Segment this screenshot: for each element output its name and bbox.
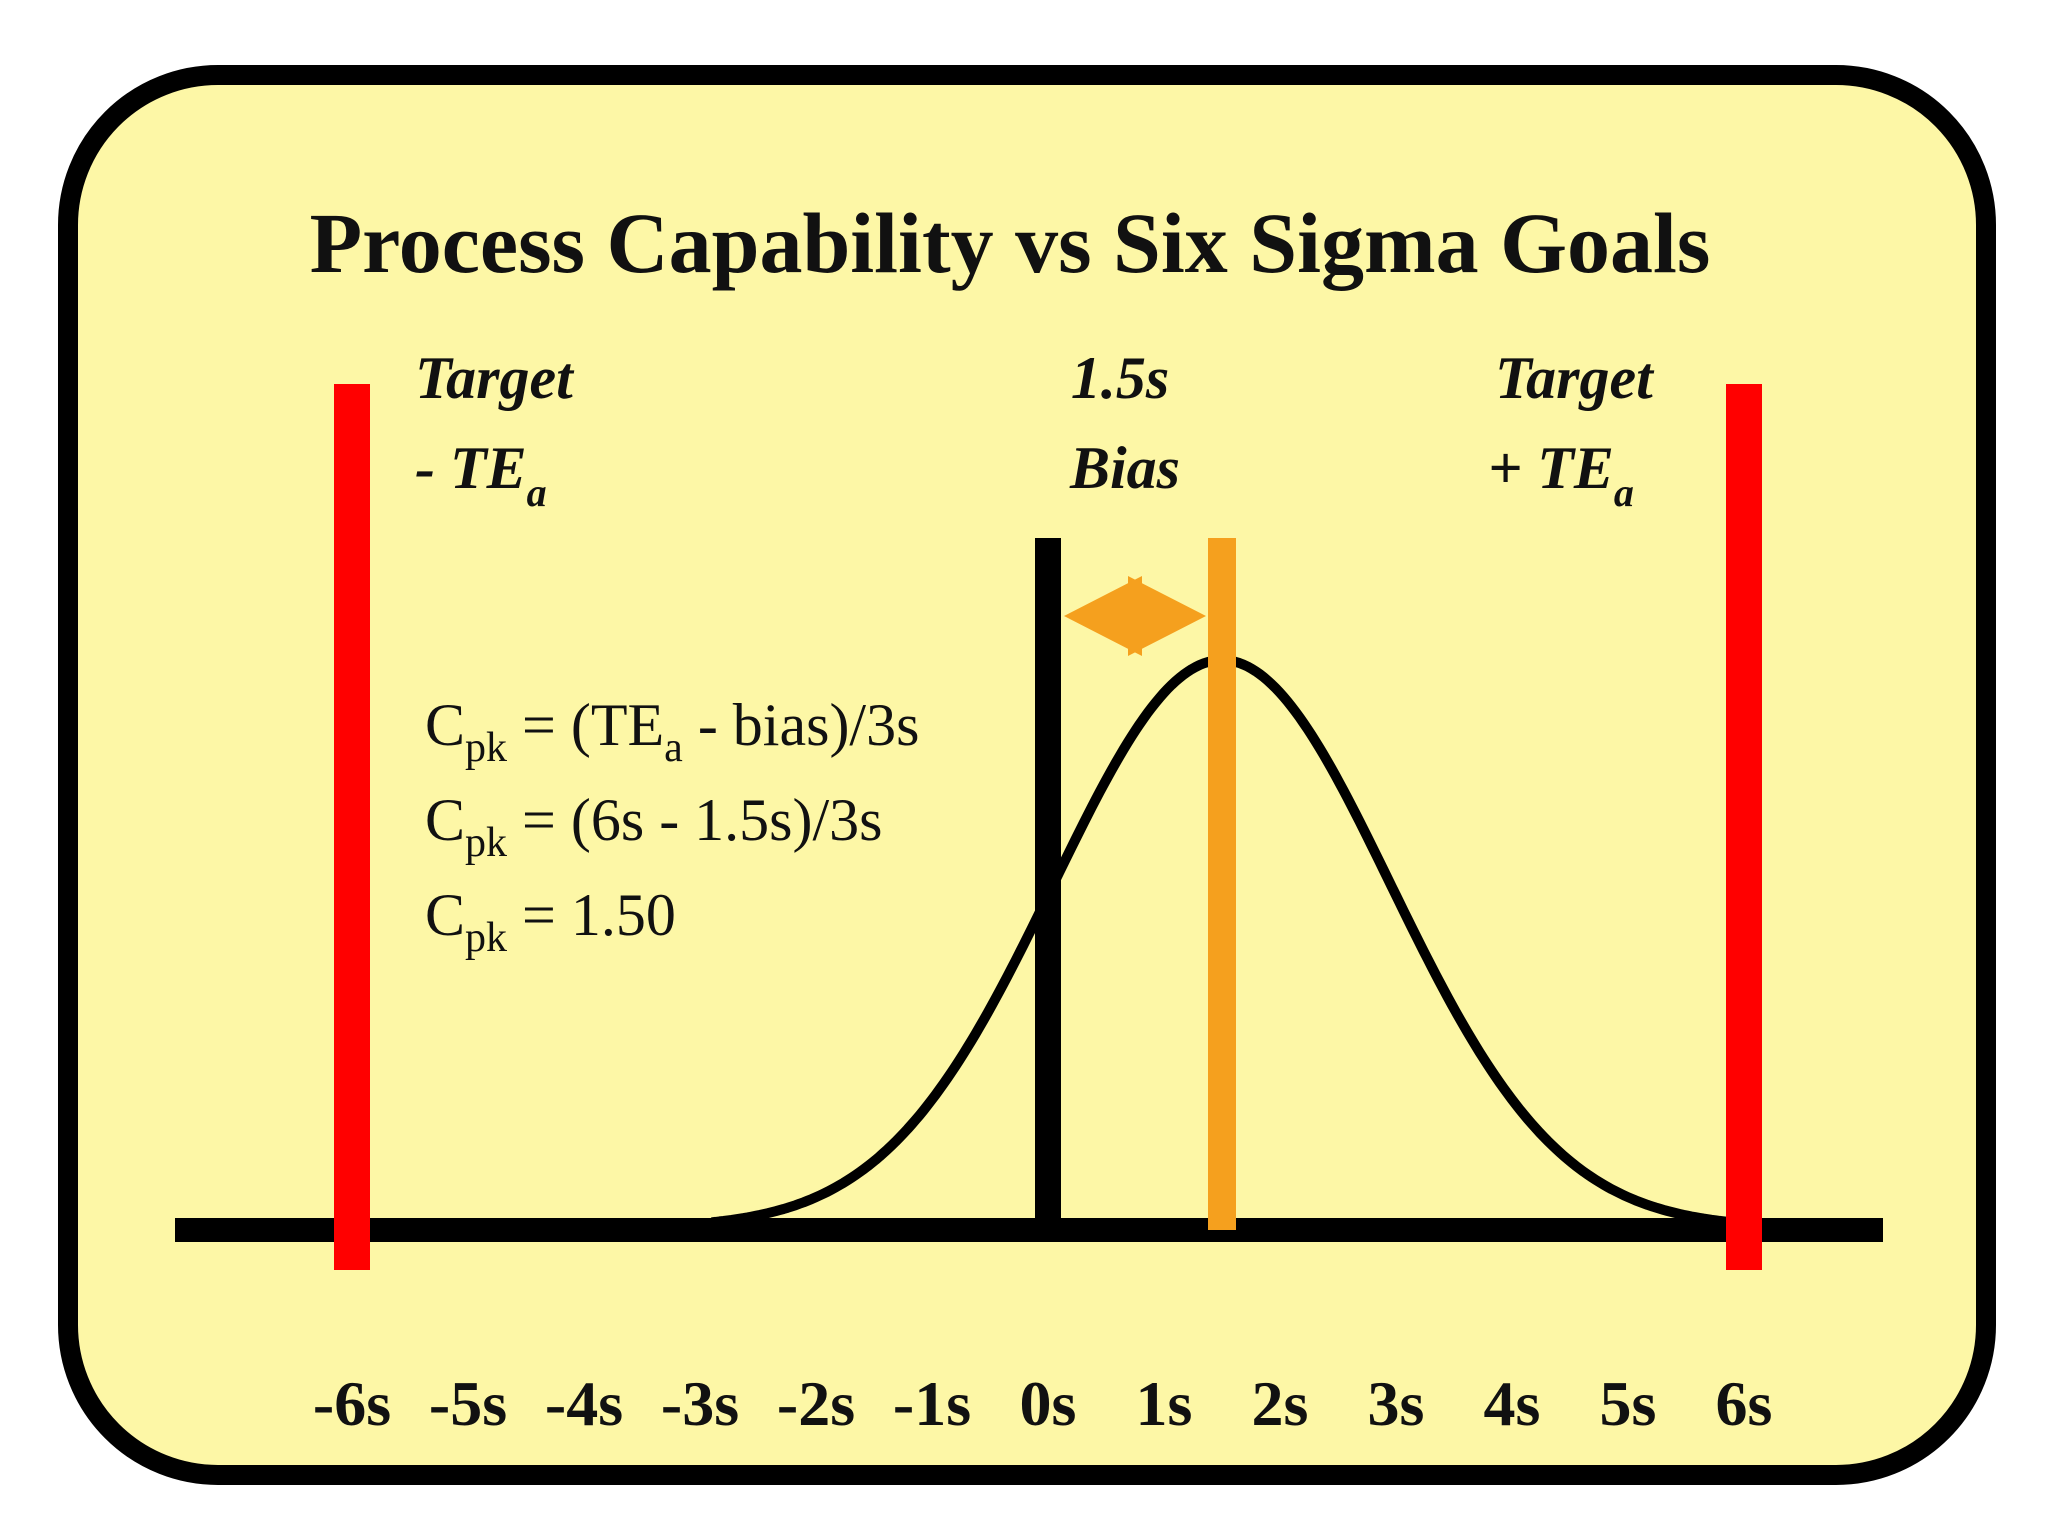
diagram-title: Process Capability vs Six Sigma Goals <box>310 195 1711 291</box>
axis-tick-label: 1s <box>1136 1368 1193 1439</box>
upper-limit-line <box>1726 384 1762 1270</box>
axis-tick-label: -2s <box>777 1368 855 1439</box>
target-line <box>1035 538 1061 1230</box>
bias-label-line1: 1.5s <box>1071 345 1169 411</box>
panel-background <box>58 65 1996 1485</box>
axis-tick-label: -4s <box>545 1368 623 1439</box>
axis-tick-label: 2s <box>1252 1368 1309 1439</box>
bias-label-line2: Bias <box>1069 435 1180 501</box>
axis-tick-label: -3s <box>661 1368 739 1439</box>
formula-line: Cpk = (TEa - bias)/3s <box>425 692 919 771</box>
bias-line <box>1208 538 1236 1230</box>
lower-limit-line <box>334 384 370 1270</box>
lower-limit-label-line2: - TEa <box>415 435 547 515</box>
upper-limit-label-line1: Target <box>1495 345 1655 411</box>
axis-tick-label: 4s <box>1484 1368 1541 1439</box>
axis-tick-label: -6s <box>313 1368 391 1439</box>
axis-tick-label: 3s <box>1368 1368 1425 1439</box>
lower-limit-label-line1: Target <box>415 345 575 411</box>
formula-line: Cpk = 1.50 <box>425 882 676 961</box>
axis-tick-label: 6s <box>1716 1368 1773 1439</box>
baseline-axis <box>175 1218 1883 1242</box>
axis-tick-label: 0s <box>1020 1368 1077 1439</box>
formula-block: Cpk = (TEa - bias)/3s Cpk = (6s - 1.5s)/3… <box>425 692 919 961</box>
upper-limit-label-line2: + TEa <box>1488 435 1634 515</box>
axis-tick-label: -5s <box>429 1368 507 1439</box>
axis-tick-label: -1s <box>893 1368 971 1439</box>
axis-tick-label: 5s <box>1600 1368 1657 1439</box>
bias-arrow <box>1064 576 1206 656</box>
formula-line: Cpk = (6s - 1.5s)/3s <box>425 787 883 866</box>
bias-arrow-shape <box>1064 576 1206 656</box>
axis-tick-labels: -6s -5s -4s -3s -2s -1s 0s 1s 2s 3s 4s 5s 6s <box>313 1368 1773 1439</box>
